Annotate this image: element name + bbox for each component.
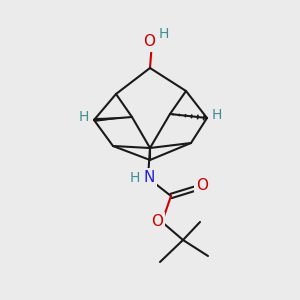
Polygon shape	[94, 117, 132, 122]
Text: O: O	[143, 34, 155, 50]
Text: O: O	[196, 178, 208, 194]
Text: H: H	[212, 108, 222, 122]
Text: O: O	[151, 214, 163, 230]
Text: H: H	[159, 27, 169, 41]
Text: N: N	[143, 170, 155, 185]
Text: H: H	[79, 110, 89, 124]
Text: H: H	[130, 171, 140, 185]
